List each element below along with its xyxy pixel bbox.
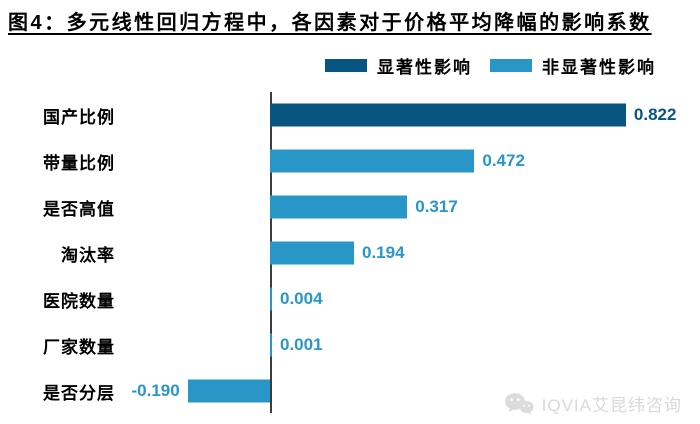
category-label: 是否分层 [43, 383, 115, 403]
plot-area: 0.194 [115, 230, 700, 276]
bar [187, 379, 270, 403]
chart-row: 医院数量 0.004 [0, 276, 700, 322]
chart-row: 带量比例 0.472 [0, 138, 700, 184]
chart-row: 厂家数量 0.001 [0, 322, 700, 368]
legend: 显著性影响 非显著性影响 [325, 53, 656, 78]
legend-label-non-significant: 非显著性影响 [542, 58, 656, 77]
wechat-logo-icon [504, 392, 534, 416]
plot-area: 0.472 [115, 138, 700, 184]
value-label: 0.472 [482, 151, 525, 170]
plot-area: 0.001 [115, 322, 700, 368]
legend-item-significant: 显著性影响 [325, 53, 472, 78]
bar [270, 149, 475, 173]
watermark: IQVIA艾昆纬咨询 [504, 391, 682, 416]
value-label: 0.001 [280, 335, 323, 354]
plot-area: 0.004 [115, 276, 700, 322]
category-label: 厂家数量 [43, 337, 115, 357]
chart-row: 国产比例 0.822 [0, 92, 700, 138]
chart-title: 图4：多元线性回归方程中，各因素对于价格平均降幅的影响系数 [8, 12, 652, 34]
value-label: 0.822 [633, 105, 677, 124]
category-label: 淘汰率 [61, 245, 115, 265]
chart-row: 淘汰率 0.194 [0, 230, 700, 276]
bar [270, 333, 272, 357]
significant-swatch [325, 59, 367, 72]
category-label: 带量比例 [43, 153, 115, 173]
legend-label-significant: 显著性影响 [377, 58, 472, 77]
bar [270, 287, 272, 311]
category-label: 国产比例 [43, 107, 115, 127]
chart-row: 是否高值 0.317 [0, 184, 700, 230]
value-label: -0.190 [131, 381, 180, 400]
bar [270, 241, 354, 265]
chart-row: 是否分层 -0.190 [0, 368, 700, 414]
legend-item-non-significant: 非显著性影响 [490, 53, 656, 78]
watermark-text: IQVIA艾昆纬咨询 [541, 396, 682, 415]
value-label: 0.317 [415, 197, 458, 216]
plot-area: -0.190 [115, 368, 700, 414]
value-label: 0.194 [362, 243, 405, 262]
bar [270, 195, 408, 219]
non-significant-swatch [490, 59, 532, 72]
value-label: 0.004 [280, 289, 323, 308]
category-label: 是否高值 [43, 199, 115, 219]
plot-area: 0.822 [115, 92, 700, 138]
bar-chart: 国产比例 0.822 带量比例 0.472 是否高值 0.317 淘汰率 [0, 92, 700, 414]
bar [270, 103, 626, 127]
category-label: 医院数量 [43, 291, 115, 311]
plot-area: 0.317 [115, 184, 700, 230]
